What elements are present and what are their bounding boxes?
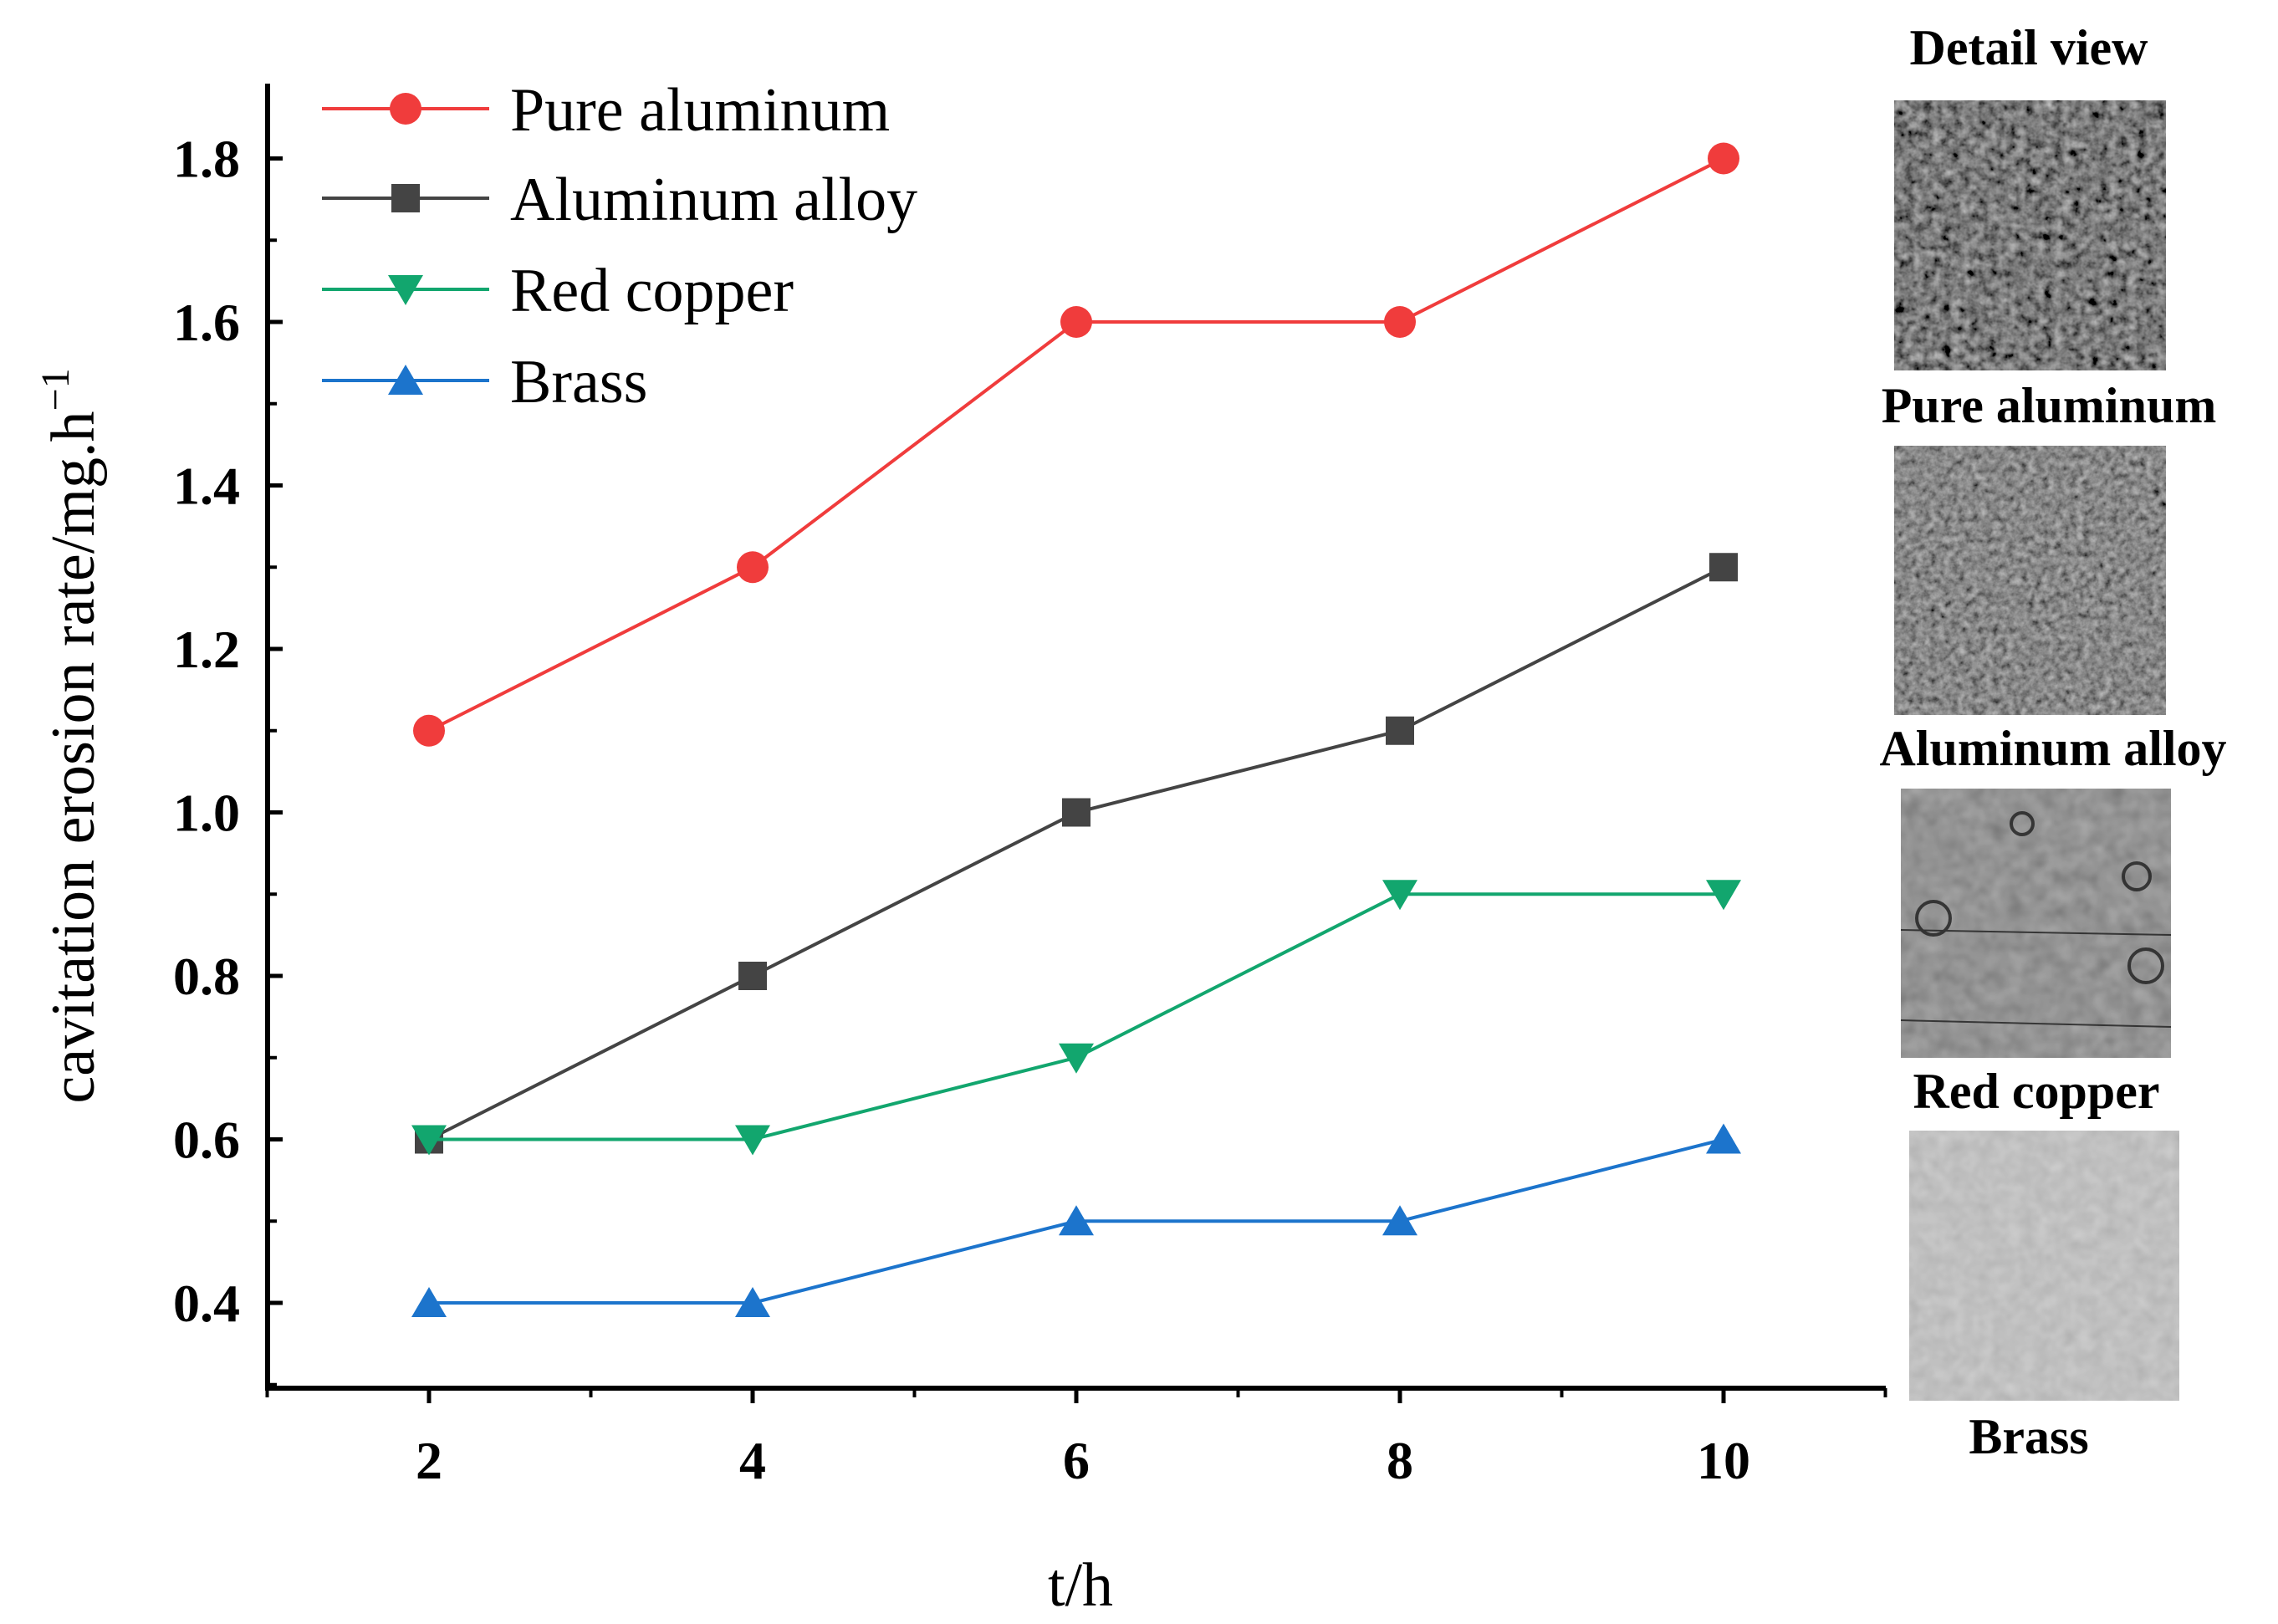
y-axis-title-main: cavitation erosion rate/mg.h: [39, 411, 108, 1103]
micrograph-aluminum-alloy: [1894, 446, 2166, 715]
legend-item-aluminum-alloy: Aluminum alloy: [322, 166, 917, 234]
data-point-brass: [1382, 1205, 1417, 1236]
legend-label: Red copper: [510, 257, 794, 325]
scratch-2: [1900, 1019, 2172, 1028]
y-axis-title: cavitation erosion rate/mg.h−1: [33, 368, 108, 1103]
y-tick-label: 1.4: [173, 457, 240, 516]
side-panel: Detail view Pure aluminum Aluminum alloy…: [1879, 20, 2226, 1464]
legend-marker: [388, 275, 423, 305]
pit-4: [2010, 811, 2035, 836]
legend-label: Aluminum alloy: [510, 166, 917, 234]
y-ticks: 0.4 0.6 0.8 1.0 1.2 1.4 1.6 1.8: [173, 130, 283, 1387]
panel-label-aluminum-word: Aluminum alloy: [1879, 721, 2226, 776]
legend-item-pure-aluminum: Pure aluminum: [322, 76, 890, 145]
legend-marker: [391, 184, 420, 212]
x-tick-label: 10: [1697, 1431, 1750, 1490]
y-tick-label: 1.8: [173, 130, 240, 189]
panel-title: Detail view: [1910, 20, 2149, 75]
data-point-pure-aluminum: [413, 714, 445, 747]
y-axis-title-superscript: −1: [33, 368, 78, 411]
panel-label-aluminum-alloy: Aluminum alloy: [1879, 721, 2226, 776]
data-point-brass: [735, 1287, 770, 1317]
data-point-red-copper: [735, 1125, 770, 1156]
data-point-aluminum-alloy: [1386, 716, 1414, 745]
legend-marker: [388, 365, 423, 395]
series-layer: [411, 142, 1741, 1317]
legend-marker: [390, 93, 421, 125]
micrograph-brass: [1909, 1131, 2179, 1401]
panel-label-brass: Brass: [1969, 1409, 2088, 1464]
x-ticks: 2 4 6 8 10: [265, 1388, 1887, 1490]
y-tick-label: 1.2: [173, 620, 240, 679]
y-tick-label: 0.8: [173, 947, 240, 1006]
data-point-aluminum-alloy: [738, 962, 767, 990]
panel-label-pure-aluminum: Pure aluminum: [1882, 378, 2217, 433]
x-tick-label: 6: [1063, 1431, 1090, 1490]
series-line-red-copper: [429, 892, 1724, 1141]
data-point-brass: [1706, 1123, 1741, 1154]
panel-label-red-copper: Red copper: [1913, 1064, 2160, 1119]
y-tick-label: 1.6: [173, 293, 240, 352]
y-tick-label: 1.0: [173, 784, 240, 843]
data-point-pure-aluminum: [1384, 306, 1416, 338]
legend-label: Pure aluminum: [510, 76, 890, 145]
data-point-aluminum-alloy: [1709, 553, 1738, 582]
x-tick-label: 4: [739, 1431, 766, 1490]
legend: Pure aluminum Aluminum alloy Red copper Bra…: [322, 76, 917, 416]
legend-label: Brass: [510, 348, 647, 416]
data-point-pure-aluminum: [1708, 142, 1739, 175]
series-red-copper: [411, 880, 1741, 1156]
data-point-aluminum-alloy: [1062, 798, 1090, 827]
data-point-brass: [1059, 1205, 1094, 1236]
x-tick-label: 8: [1387, 1431, 1413, 1490]
series-aluminum-alloy: [415, 553, 1738, 1154]
pit-1: [1915, 900, 1952, 937]
data-point-brass: [411, 1287, 447, 1317]
legend-item-brass: Brass: [322, 348, 647, 416]
y-tick-label: 0.6: [173, 1111, 240, 1170]
data-point-pure-aluminum: [1060, 306, 1092, 338]
data-point-pure-aluminum: [737, 551, 769, 584]
pit-2: [2127, 947, 2164, 984]
series-brass: [411, 1123, 1741, 1317]
scratch-1: [1900, 929, 2172, 936]
series-pure-aluminum: [413, 142, 1739, 747]
micrograph-pure-aluminum: [1894, 100, 2166, 370]
x-tick-label: 2: [416, 1431, 442, 1490]
series-line-pure-aluminum: [428, 156, 1724, 733]
axes: [265, 84, 1886, 1391]
legend-item-red-copper: Red copper: [322, 257, 794, 325]
y-tick-label: 0.4: [173, 1274, 240, 1333]
pit-3: [2122, 861, 2152, 891]
data-point-red-copper: [1382, 880, 1417, 911]
data-point-red-copper: [1059, 1043, 1094, 1074]
micrograph-red-copper: [1901, 789, 2171, 1058]
x-axis-title: t/h: [1048, 1551, 1113, 1620]
data-point-red-copper: [411, 1125, 447, 1156]
micrograph-red-copper-pits: [1900, 811, 2172, 1028]
data-point-red-copper: [1706, 880, 1741, 911]
